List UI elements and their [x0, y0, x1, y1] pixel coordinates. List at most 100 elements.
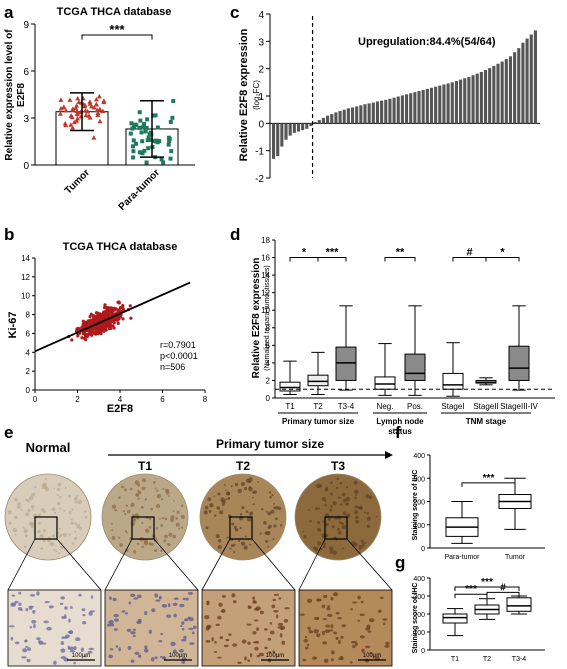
ihc-zoom-nucleus	[14, 600, 19, 604]
ihc-core-texture	[144, 528, 150, 533]
ihc-core-texture	[307, 509, 310, 511]
ihc-zoom-nucleus	[26, 658, 31, 663]
ihc-core-texture	[176, 510, 180, 514]
panel-c-bar	[371, 102, 375, 124]
panel-b-xtick-label: 6	[160, 395, 165, 404]
ihc-col-normal: Normal	[26, 440, 71, 455]
ihc-zoom-nucleus	[36, 637, 41, 641]
ihc-zoom-nucleus	[217, 615, 222, 620]
ihc-core-texture	[137, 483, 141, 487]
ihc-core-texture	[366, 516, 371, 521]
ihc-zoom-nucleus	[247, 641, 251, 645]
ihc-core-texture	[225, 489, 227, 492]
ihc-zoom-nucleus	[60, 641, 65, 646]
panel-f-ytick-label: 200	[413, 500, 425, 507]
panel-b-xtick-label: 4	[118, 395, 123, 404]
ihc-zoom-nucleus	[332, 592, 339, 597]
panel-f-ytick-label: 100	[413, 523, 425, 530]
ihc-zoom-nucleus	[352, 640, 357, 644]
ihc-zoom-nucleus	[340, 635, 344, 639]
ihc-core-texture	[336, 527, 341, 531]
ihc-core-texture	[58, 552, 61, 555]
ihc-core-texture	[314, 506, 318, 510]
panel-c-bar	[321, 117, 325, 124]
panel-b-point	[117, 317, 121, 321]
ihc-zoom-nucleus	[232, 643, 238, 647]
ihc-core-texture	[148, 542, 152, 546]
ihc-core-texture	[272, 538, 275, 541]
ihc-zoom-nucleus	[154, 656, 158, 660]
ihc-zoom-nucleus	[215, 623, 221, 626]
ihc-zoom-nucleus	[237, 661, 242, 665]
ihc-zoom-nucleus	[10, 636, 14, 641]
ihc-core-texture	[265, 539, 269, 543]
panel-d-bracket-label: **	[396, 247, 405, 259]
panel-a-point	[144, 125, 149, 130]
panel-c-bar	[492, 65, 496, 124]
panel-e-ihc: Primary tumor size Normal T1 T2 T3 100μm…	[4, 437, 393, 667]
panel-a-point	[58, 97, 64, 102]
ihc-core-texture	[265, 510, 268, 513]
ihc-core-texture	[56, 493, 59, 497]
ihc-zoom-nucleus	[173, 613, 177, 618]
ihc-core-texture	[152, 480, 156, 484]
ihc-core-texture	[55, 550, 58, 553]
ihc-core-texture	[111, 504, 117, 509]
ihc-core-texture	[141, 545, 145, 549]
panel-b-point	[70, 338, 74, 342]
panel-a-point	[154, 138, 159, 143]
ihc-core-texture	[244, 535, 247, 538]
ihc-zoom-nucleus	[272, 650, 275, 654]
panel-a-ytick-label: 3	[23, 114, 29, 125]
panel-a-point	[153, 113, 158, 118]
panel-c-ytick-label: -2	[255, 174, 264, 185]
panel-d-xtick-label: StageI	[441, 402, 464, 411]
ihc-core-texture	[231, 522, 235, 526]
ihc-core-texture	[277, 506, 282, 511]
ihc-zoom-nucleus	[187, 591, 193, 595]
ihc-zoom-nucleus	[154, 593, 158, 598]
panel-d-xtick-label: T3-4	[338, 402, 355, 411]
panel-c-bar	[521, 42, 525, 124]
panel-a-point	[144, 160, 149, 165]
panel-b-point	[112, 326, 116, 330]
panel-d-ytick-label: 18	[261, 236, 270, 245]
ihc-zoom-nucleus	[27, 647, 32, 651]
panel-g-chart: Staining score of IHC 0 100 200 300 400 T1 T2 T…	[412, 576, 545, 663]
ihc-core-texture	[167, 543, 171, 547]
panel-c-bar	[276, 123, 280, 157]
ihc-zoom-nucleus	[204, 615, 210, 620]
ihc-zoom-connector	[298, 538, 326, 591]
ihc-zoom-nucleus	[158, 640, 163, 643]
panel-c-bar	[292, 123, 296, 133]
panel-c-bar	[375, 101, 380, 124]
ihc-core-texture	[7, 510, 12, 515]
ihc-core-texture	[74, 522, 77, 525]
ihc-core-texture	[354, 509, 359, 514]
ihc-core-texture	[136, 542, 140, 546]
ihc-core-texture	[53, 487, 56, 490]
ihc-zoom-nucleus	[299, 613, 306, 616]
ihc-core-texture	[31, 525, 34, 529]
ihc-core-texture	[160, 524, 164, 527]
ihc-zoom-nucleus	[32, 610, 36, 614]
ihc-core-texture	[59, 495, 62, 499]
ihc-zoom-nucleus	[313, 629, 319, 634]
ihc-core-texture	[207, 497, 212, 502]
ihc-core-texture	[302, 530, 305, 533]
ihc-core-texture	[246, 517, 252, 522]
panel-d-ylabel-1: Relative E2F8 expression	[251, 258, 262, 379]
panel-g-bracket	[454, 586, 520, 591]
panel-b-point	[97, 317, 102, 321]
ihc-zoom-nucleus	[181, 660, 186, 664]
panel-a-point	[152, 138, 157, 143]
panel-b-ytick-label: 12	[21, 273, 30, 282]
ihc-zoom-nucleus	[88, 611, 93, 616]
ihc-zoom-nucleus	[380, 596, 384, 600]
panel-b-title: TCGA THCA database	[63, 241, 178, 253]
panel-a-point	[142, 148, 147, 153]
ihc-zoom-nucleus	[130, 631, 136, 635]
ihc-zoom-nucleus	[256, 627, 260, 632]
ihc-zoom-nucleus	[46, 626, 52, 631]
ihc-zoom-nucleus	[172, 602, 178, 607]
